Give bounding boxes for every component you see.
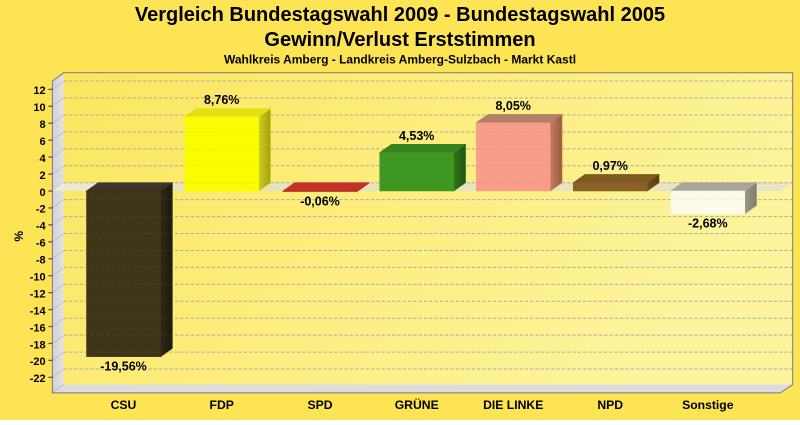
svg-text:SPD: SPD xyxy=(307,398,332,412)
svg-text:-10: -10 xyxy=(30,272,46,284)
svg-text:8: 8 xyxy=(39,119,45,131)
svg-text:4,53%: 4,53% xyxy=(399,129,434,143)
svg-text:Gewinn/Verlust Erststimmen: Gewinn/Verlust Erststimmen xyxy=(264,29,535,51)
svg-text:2: 2 xyxy=(39,170,45,182)
svg-text:Wahlkreis Amberg - Landkreis A: Wahlkreis Amberg - Landkreis Amberg-Sulz… xyxy=(224,53,576,67)
svg-text:-16: -16 xyxy=(30,322,46,334)
svg-text:-12: -12 xyxy=(30,288,46,300)
svg-text:-18: -18 xyxy=(30,339,46,351)
svg-text:-2,68%: -2,68% xyxy=(688,217,728,231)
svg-text:-19,56%: -19,56% xyxy=(100,360,147,374)
svg-text:-6: -6 xyxy=(36,238,46,250)
svg-text:NPD: NPD xyxy=(597,398,623,412)
svg-text:Vergleich Bundestagswahl 2009: Vergleich Bundestagswahl 2009 - Bundesta… xyxy=(135,4,665,26)
svg-text:GRÜNE: GRÜNE xyxy=(395,397,439,412)
svg-text:Sonstige: Sonstige xyxy=(682,398,734,412)
svg-text:6: 6 xyxy=(39,136,45,148)
svg-text:FDP: FDP xyxy=(210,398,234,412)
svg-text:-20: -20 xyxy=(30,356,46,368)
svg-text:8,05%: 8,05% xyxy=(495,99,530,113)
svg-text:CSU: CSU xyxy=(111,398,137,412)
svg-text:-4: -4 xyxy=(36,221,47,233)
svg-text:0,97%: 0,97% xyxy=(592,159,627,173)
svg-text:-22: -22 xyxy=(30,373,46,385)
svg-text:0: 0 xyxy=(39,187,45,199)
svg-text:4: 4 xyxy=(39,153,46,165)
svg-text:%: % xyxy=(12,231,26,242)
svg-text:-8: -8 xyxy=(36,255,46,267)
svg-text:12: 12 xyxy=(33,85,45,97)
svg-text:-0,06%: -0,06% xyxy=(300,195,340,209)
svg-text:-14: -14 xyxy=(30,305,47,317)
svg-text:-2: -2 xyxy=(36,204,46,216)
svg-text:10: 10 xyxy=(33,102,45,114)
svg-text:DIE LINKE: DIE LINKE xyxy=(483,398,543,412)
svg-text:8,76%: 8,76% xyxy=(204,93,239,107)
